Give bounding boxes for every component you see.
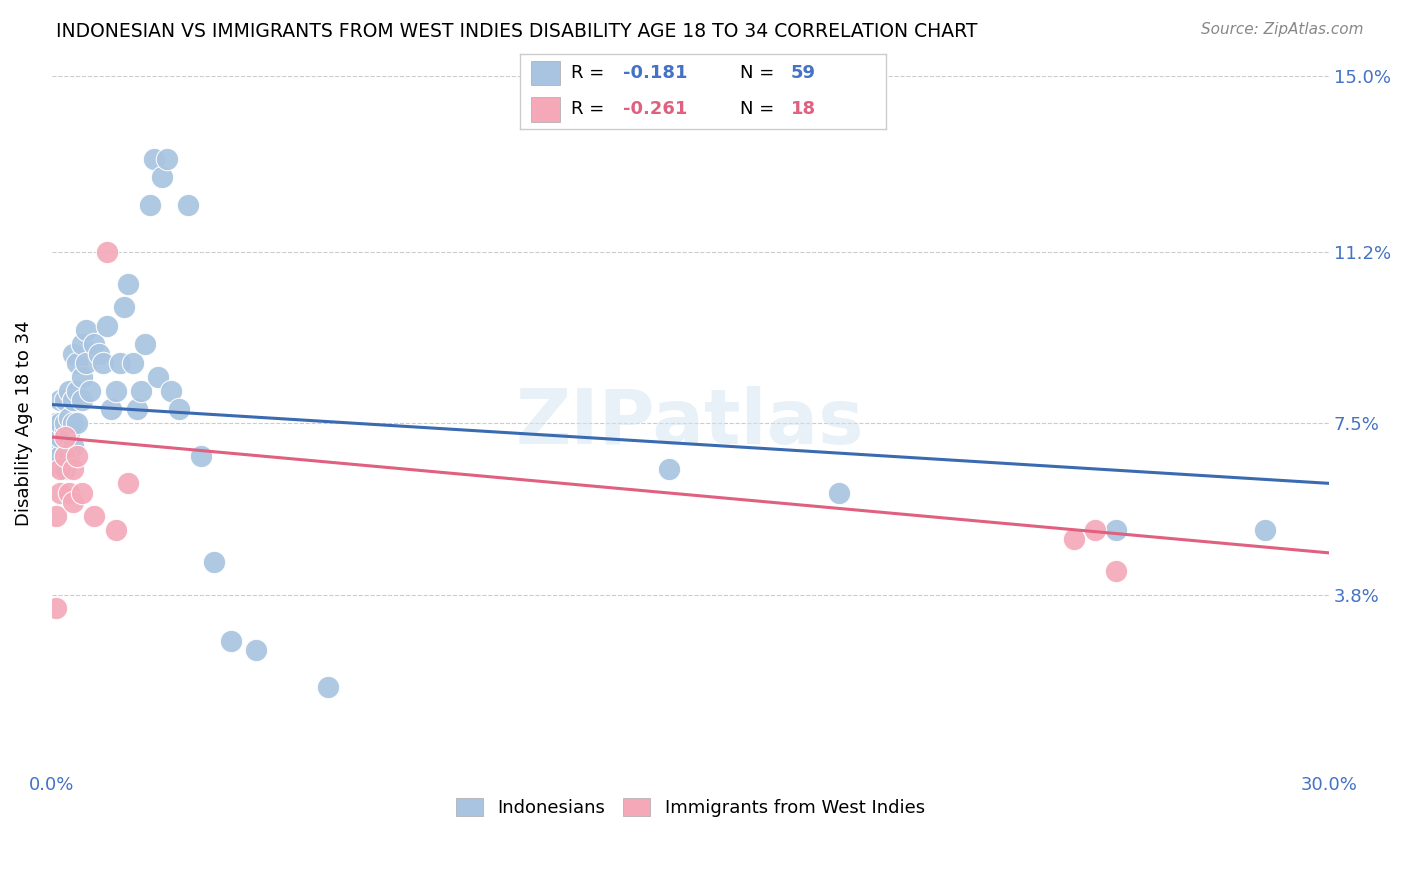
Point	[160, 384, 183, 398]
Point	[45, 458, 67, 472]
Point	[45, 601, 67, 615]
Point	[62, 495, 84, 509]
Point	[112, 300, 135, 314]
Point	[49, 430, 72, 444]
Point	[83, 508, 105, 523]
Text: R =: R =	[571, 64, 610, 82]
Point	[121, 356, 143, 370]
Point	[117, 277, 139, 291]
Point	[1084, 523, 1107, 537]
Point	[1105, 523, 1128, 537]
Point	[245, 643, 267, 657]
Point	[53, 392, 76, 407]
Bar	[531, 62, 561, 86]
Point	[125, 402, 148, 417]
Point	[87, 346, 110, 360]
Point	[117, 476, 139, 491]
Point	[91, 356, 114, 370]
Point	[49, 449, 72, 463]
Point	[96, 318, 118, 333]
Text: 59: 59	[790, 64, 815, 82]
Point	[58, 449, 80, 463]
Point	[75, 356, 97, 370]
Point	[96, 244, 118, 259]
Point	[190, 449, 212, 463]
Point	[104, 523, 127, 537]
Point	[100, 402, 122, 417]
Point	[62, 439, 84, 453]
Point	[142, 152, 165, 166]
Point	[134, 337, 156, 351]
Point	[202, 555, 225, 569]
Point	[658, 462, 681, 476]
Point	[58, 411, 80, 425]
Text: Source: ZipAtlas.com: Source: ZipAtlas.com	[1201, 22, 1364, 37]
Point	[58, 430, 80, 444]
Point	[108, 356, 131, 370]
Point	[53, 425, 76, 440]
Text: N =: N =	[740, 100, 779, 119]
Point	[70, 337, 93, 351]
Point	[828, 485, 851, 500]
Point	[70, 485, 93, 500]
Point	[152, 170, 174, 185]
Point	[169, 402, 191, 417]
Text: INDONESIAN VS IMMIGRANTS FROM WEST INDIES DISABILITY AGE 18 TO 34 CORRELATION CH: INDONESIAN VS IMMIGRANTS FROM WEST INDIE…	[56, 22, 977, 41]
Text: -0.181: -0.181	[623, 64, 688, 82]
Point	[66, 449, 89, 463]
Point	[49, 485, 72, 500]
Text: N =: N =	[740, 64, 779, 82]
Point	[53, 430, 76, 444]
Text: 18: 18	[790, 100, 815, 119]
Point	[53, 416, 76, 430]
Point	[62, 392, 84, 407]
Point	[58, 384, 80, 398]
Text: -0.261: -0.261	[623, 100, 688, 119]
Point	[1254, 523, 1277, 537]
Point	[49, 392, 72, 407]
Point	[1105, 565, 1128, 579]
Point	[104, 384, 127, 398]
Point	[53, 462, 76, 476]
Point	[53, 449, 76, 463]
Point	[66, 384, 89, 398]
Point	[177, 198, 200, 212]
Text: R =: R =	[571, 100, 610, 119]
Point	[58, 485, 80, 500]
Point	[62, 416, 84, 430]
Point	[219, 634, 242, 648]
Bar	[531, 97, 561, 122]
Y-axis label: Disability Age 18 to 34: Disability Age 18 to 34	[15, 320, 32, 526]
Point	[70, 392, 93, 407]
Point	[148, 369, 170, 384]
Point	[129, 384, 152, 398]
Point	[45, 439, 67, 453]
Point	[79, 384, 101, 398]
Point	[70, 369, 93, 384]
Point	[45, 416, 67, 430]
Point	[49, 462, 72, 476]
Point	[318, 680, 340, 694]
Point	[62, 346, 84, 360]
Point	[66, 416, 89, 430]
Point	[75, 323, 97, 337]
Point	[53, 449, 76, 463]
Point	[62, 462, 84, 476]
Point	[138, 198, 160, 212]
Text: ZIPatlas: ZIPatlas	[516, 386, 865, 460]
Legend: Indonesians, Immigrants from West Indies: Indonesians, Immigrants from West Indies	[449, 790, 932, 824]
Point	[49, 416, 72, 430]
Point	[83, 337, 105, 351]
Point	[156, 152, 179, 166]
Point	[45, 508, 67, 523]
Point	[66, 356, 89, 370]
Point	[1063, 532, 1085, 546]
